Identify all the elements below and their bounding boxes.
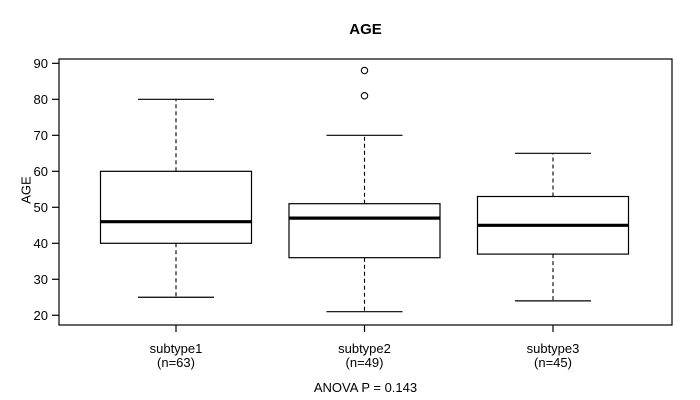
iqr-box xyxy=(99,170,253,244)
iqr-box xyxy=(288,203,441,259)
x-axis-count-label: (n=63) xyxy=(157,355,195,370)
chart-title: AGE xyxy=(349,21,382,38)
x-axis-count-label: (n=49) xyxy=(346,355,384,370)
y-tick-label: 70 xyxy=(34,128,48,143)
y-tick-label: 30 xyxy=(34,272,48,287)
y-tick-label: 20 xyxy=(34,308,48,323)
y-tick-label: 90 xyxy=(34,56,48,71)
x-axis-label: subtype3 xyxy=(527,341,580,356)
y-tick-label: 80 xyxy=(34,92,48,107)
x-axis-label: subtype2 xyxy=(338,341,391,356)
y-tick-label: 40 xyxy=(34,236,48,251)
outlier-point xyxy=(360,66,369,75)
plot-frame xyxy=(58,58,673,326)
x-axis-count-label: (n=45) xyxy=(534,355,572,370)
anova-p-label: ANOVA P = 0.143 xyxy=(313,380,418,395)
outlier-point xyxy=(360,91,369,100)
y-tick-label: 50 xyxy=(34,200,48,215)
y-tick-label: 60 xyxy=(34,164,48,179)
x-axis-label: subtype1 xyxy=(150,341,203,356)
